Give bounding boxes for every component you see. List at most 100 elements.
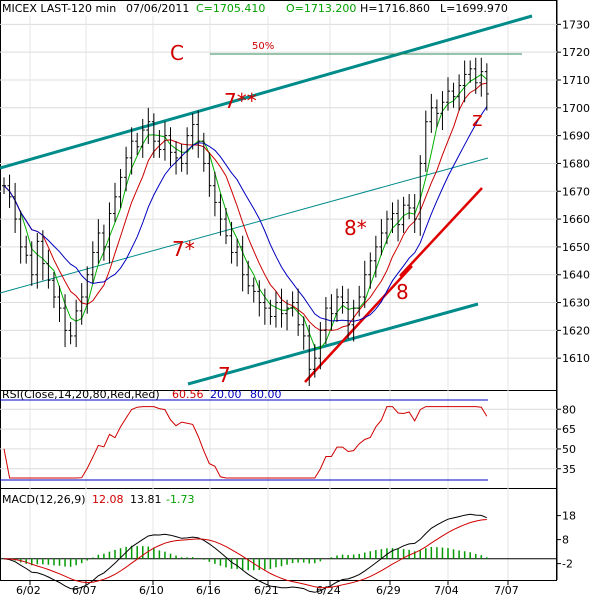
price-bar — [51, 271, 56, 309]
price-bar — [457, 74, 462, 111]
price-bar — [251, 277, 256, 303]
price-bar — [268, 299, 273, 325]
price-bar — [307, 324, 312, 386]
price-axis: 1610 1620 1630 1640 1650 1660 1670 1680 1690 1700… — [557, 18, 590, 365]
price-bar — [318, 322, 323, 370]
price-bar — [40, 230, 45, 281]
price-bar — [57, 285, 62, 323]
price-bar — [368, 252, 373, 289]
rsi-tick-label: 65 — [562, 423, 576, 436]
macd-value: 12.08 — [92, 493, 124, 506]
price-bar — [484, 63, 489, 111]
price-bar — [224, 207, 228, 245]
time-tick-label: 7/04 — [434, 584, 459, 597]
price-bar — [384, 210, 389, 245]
price-tick-label: 1680 — [562, 157, 590, 170]
x-axis: 6/02 6/07 6/10 6/16 6/21 6/24 6/29 7/04 7/07 — [16, 580, 519, 597]
price-bars — [2, 57, 489, 386]
price-bar — [79, 283, 84, 325]
price-bar — [279, 288, 284, 328]
price-bar — [373, 235, 378, 278]
price-bar — [118, 169, 123, 208]
rsi-line — [3, 406, 488, 479]
price-bar — [246, 260, 251, 295]
price-bar — [434, 99, 439, 128]
price-bar — [229, 221, 234, 264]
price-bar — [74, 299, 79, 348]
price-bar — [151, 113, 156, 158]
price-bar — [140, 118, 145, 158]
annotation-7: 7 — [218, 363, 231, 387]
price-bar — [390, 202, 395, 233]
price-bar — [135, 132, 140, 156]
price-bar — [262, 288, 267, 325]
price-bar — [429, 93, 434, 133]
header-date: 07/06/2011 — [126, 2, 189, 15]
time-tick-label: 6/29 — [376, 584, 401, 597]
price-bar — [329, 294, 334, 331]
price-bar — [185, 127, 190, 175]
price-bar — [285, 299, 290, 331]
price-bar — [412, 194, 417, 233]
price-bar — [129, 127, 134, 175]
price-bar — [296, 288, 301, 336]
header-low: L=1699.970 — [440, 2, 508, 15]
price-bar — [18, 210, 23, 264]
price-bar — [113, 182, 117, 222]
price-tick-label: 1700 — [562, 102, 590, 115]
annotation-8-star: 8* — [344, 216, 367, 240]
annotation-7-double-star: 7** — [224, 89, 257, 113]
price-tick-label: 1690 — [562, 130, 590, 143]
price-bar — [35, 232, 40, 289]
price-tick-label: 1720 — [562, 46, 590, 59]
price-bar — [196, 110, 201, 158]
price-bar — [446, 77, 450, 111]
macd-panel: -2 8 18 — [0, 510, 576, 593]
time-tick-label: 6/16 — [196, 584, 221, 597]
price-bar — [124, 146, 129, 192]
rsi-tick-label: 80 — [562, 403, 576, 416]
price-bar — [212, 171, 217, 217]
price-bar — [440, 91, 445, 131]
support-line-red — [304, 265, 413, 383]
header-open: O=1713.200 — [286, 2, 356, 15]
time-tick-label: 6/21 — [254, 584, 279, 597]
price-bar — [13, 182, 18, 233]
price-bar — [29, 241, 34, 286]
macd-line — [3, 513, 487, 593]
time-tick-label: 7/07 — [494, 584, 519, 597]
price-bar — [207, 152, 212, 197]
price-bar — [290, 291, 295, 317]
macd-signal-line — [3, 519, 487, 589]
price-bar — [107, 202, 112, 264]
header-close: C=1705.410 — [196, 2, 265, 15]
channel-upper-line — [0, 14, 533, 170]
price-bar — [423, 110, 428, 172]
price-tick-label: 1660 — [562, 213, 590, 226]
price-bar — [351, 299, 356, 342]
price-bar — [362, 260, 367, 309]
price-bar — [273, 291, 278, 328]
moving-averages — [3, 73, 488, 349]
price-bar — [168, 127, 173, 167]
rsi-panel: 35 50 65 80 — [0, 399, 576, 481]
price-bar — [157, 130, 162, 158]
price-bar — [85, 266, 90, 314]
header-high: H=1716.860 — [360, 2, 430, 15]
price-bar — [396, 199, 401, 242]
macd-signal: 13.81 — [130, 493, 162, 506]
price-bar — [235, 238, 240, 267]
annotation-c: C — [170, 41, 184, 65]
price-bar — [407, 194, 412, 220]
price-bar — [312, 344, 317, 378]
rsi-tick-label: 35 — [562, 463, 576, 476]
price-tick-label: 1650 — [562, 241, 590, 254]
price-bar — [190, 113, 195, 150]
price-bar — [462, 60, 467, 103]
price-bar — [146, 107, 151, 144]
channel-lower-line — [187, 302, 479, 386]
price-bar — [335, 288, 339, 323]
price-tick-label: 1730 — [562, 18, 590, 31]
ma-slow-line — [3, 106, 488, 322]
macd-tick-label: -2 — [562, 558, 573, 571]
